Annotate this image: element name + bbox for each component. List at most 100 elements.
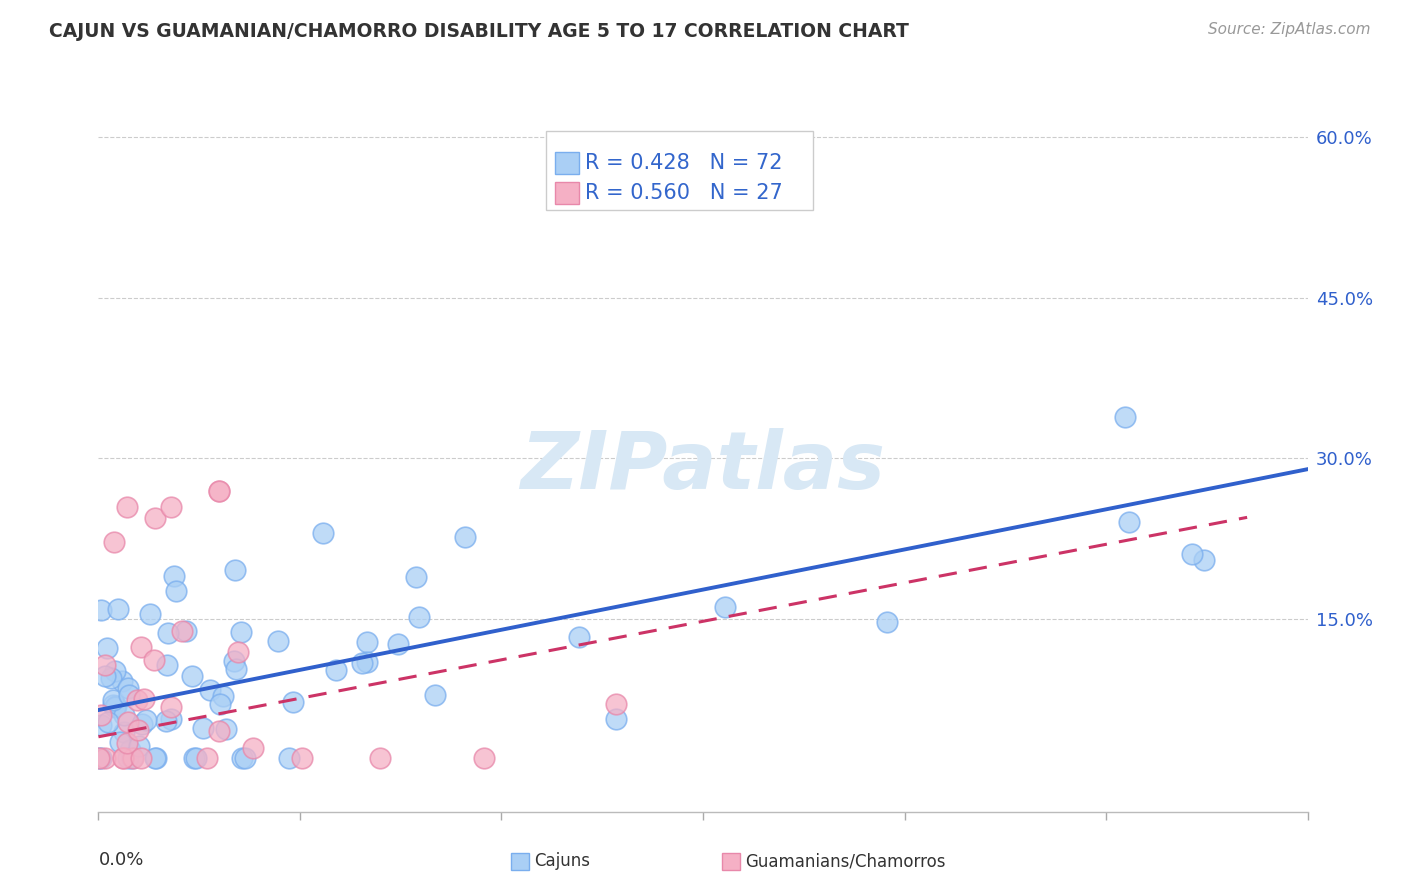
- Point: [125, 693, 148, 707]
- Point: [408, 609, 430, 624]
- Point: [350, 657, 373, 671]
- Point: [134, 691, 156, 706]
- Point: [226, 645, 249, 659]
- Point: [129, 640, 152, 654]
- Point: [90, 603, 112, 617]
- Point: [229, 625, 252, 640]
- Point: [100, 671, 122, 685]
- Point: [1118, 516, 1140, 530]
- Point: [183, 751, 205, 765]
- Point: [208, 483, 231, 498]
- Point: [157, 626, 180, 640]
- Point: [117, 751, 139, 765]
- Point: [118, 743, 141, 757]
- Point: [472, 751, 495, 765]
- Point: [184, 751, 207, 765]
- Point: [104, 699, 127, 714]
- Text: Guamanians/Chamorros: Guamanians/Chamorros: [745, 852, 946, 870]
- Point: [103, 699, 125, 714]
- Point: [356, 655, 378, 669]
- Text: ZIPatlas: ZIPatlas: [520, 428, 886, 506]
- Point: [139, 607, 162, 621]
- Text: 0.0%: 0.0%: [98, 851, 143, 869]
- Point: [356, 634, 378, 648]
- Text: R = 0.560   N = 27: R = 0.560 N = 27: [585, 183, 783, 202]
- Point: [117, 714, 139, 729]
- Point: [90, 751, 112, 765]
- Point: [122, 751, 145, 765]
- Point: [111, 751, 134, 765]
- Point: [163, 568, 186, 582]
- Point: [101, 698, 124, 713]
- Point: [231, 751, 253, 765]
- Point: [1114, 410, 1136, 425]
- Point: [208, 723, 231, 738]
- Point: [876, 615, 898, 630]
- Point: [191, 721, 214, 735]
- Point: [222, 653, 245, 667]
- Point: [103, 535, 125, 549]
- Text: CAJUN VS GUAMANIAN/CHAMORRO DISABILITY AGE 5 TO 17 CORRELATION CHART: CAJUN VS GUAMANIAN/CHAMORRO DISABILITY A…: [49, 22, 910, 41]
- Point: [155, 714, 177, 728]
- Point: [156, 657, 179, 672]
- Point: [128, 739, 150, 753]
- Point: [93, 751, 115, 765]
- Point: [212, 689, 235, 703]
- Point: [142, 653, 165, 667]
- Point: [325, 664, 347, 678]
- Point: [1194, 553, 1216, 567]
- Point: [278, 751, 301, 765]
- Point: [89, 751, 111, 765]
- Point: [174, 624, 197, 638]
- Point: [96, 641, 118, 656]
- Point: [208, 697, 231, 711]
- Point: [110, 735, 132, 749]
- Point: [714, 599, 737, 614]
- Point: [208, 483, 231, 498]
- Point: [112, 725, 135, 739]
- Point: [605, 712, 627, 726]
- Point: [111, 751, 134, 765]
- Point: [235, 751, 257, 765]
- Point: [115, 500, 138, 514]
- Point: [291, 751, 314, 765]
- Point: [242, 740, 264, 755]
- Point: [118, 688, 141, 702]
- Point: [752, 146, 775, 161]
- Point: [370, 751, 392, 765]
- Point: [145, 751, 167, 765]
- Point: [267, 633, 290, 648]
- Point: [170, 624, 193, 639]
- Point: [127, 723, 149, 737]
- Point: [159, 699, 181, 714]
- Point: [165, 583, 187, 598]
- Point: [90, 707, 112, 722]
- Point: [121, 751, 143, 765]
- Point: [225, 662, 247, 676]
- Point: [94, 669, 117, 683]
- Point: [145, 751, 167, 765]
- Point: [90, 718, 112, 732]
- Point: [283, 695, 305, 709]
- Point: [93, 657, 115, 672]
- Point: [117, 681, 139, 695]
- Point: [405, 569, 427, 583]
- Text: R = 0.428   N = 72: R = 0.428 N = 72: [585, 153, 783, 173]
- Point: [423, 689, 446, 703]
- Point: [160, 500, 183, 514]
- Point: [198, 683, 221, 698]
- Point: [101, 693, 124, 707]
- Point: [568, 630, 591, 644]
- Point: [111, 674, 134, 689]
- Point: [129, 751, 152, 765]
- Point: [195, 751, 218, 765]
- Text: Cajuns: Cajuns: [534, 852, 591, 870]
- Point: [180, 668, 202, 682]
- Point: [312, 525, 335, 540]
- Point: [224, 563, 246, 577]
- Point: [112, 708, 135, 723]
- Point: [135, 713, 157, 727]
- Point: [103, 665, 125, 679]
- Point: [215, 722, 238, 736]
- Point: [115, 736, 138, 750]
